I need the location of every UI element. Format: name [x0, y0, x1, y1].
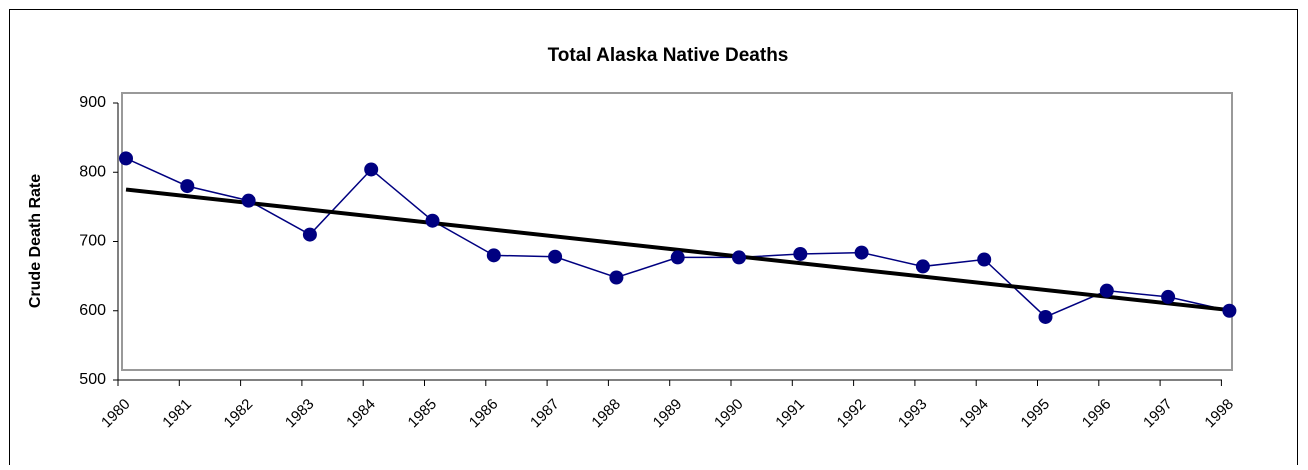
data-point: [732, 250, 746, 265]
data-point: [977, 252, 992, 267]
x-tick-label: 1987: [527, 396, 563, 432]
x-tick-label: 1981: [159, 396, 195, 432]
trend-line: [125, 187, 1230, 313]
y-tick-label: 800: [79, 163, 106, 180]
data-point: [302, 227, 317, 242]
data-point: [1038, 309, 1053, 324]
x-tick-label: 1988: [588, 396, 624, 432]
x-tick-label: 1998: [1201, 396, 1237, 432]
data-point: [119, 151, 133, 166]
x-tick-label: 1989: [650, 396, 686, 432]
data-point: [1161, 289, 1176, 304]
y-tick-label: 500: [79, 371, 106, 388]
x-tick-label: 1980: [98, 396, 134, 432]
data-point: [670, 250, 685, 265]
data-point: [241, 193, 256, 208]
x-tick-label: 1983: [282, 396, 318, 432]
x-tick-label: 1997: [1140, 396, 1176, 432]
x-tick-label: 1990: [711, 396, 747, 432]
x-tick-label: 1984: [343, 396, 379, 432]
data-point: [609, 270, 624, 285]
data-point: [915, 259, 930, 274]
x-tick-label: 1995: [1018, 396, 1054, 432]
data-point: [548, 249, 563, 264]
data-point: [180, 179, 195, 194]
data-point: [854, 245, 869, 260]
y-axis-label: Crude Death Rate: [27, 174, 44, 308]
x-tick-label: 1992: [834, 396, 870, 432]
data-point: [1222, 303, 1237, 318]
x-tick-label: 1986: [466, 396, 502, 432]
plot-area: [121, 92, 1233, 371]
x-tick-label: 1985: [405, 396, 441, 432]
x-tick-label: 1982: [221, 396, 257, 432]
x-tick-label: 1991: [772, 396, 808, 432]
chart-border: [9, 9, 1298, 470]
y-tick-label: 600: [79, 302, 106, 319]
data-point: [486, 248, 501, 263]
data-point: [425, 213, 440, 228]
x-tick-label: 1996: [1079, 396, 1115, 432]
data-point: [364, 162, 379, 177]
data-point: [793, 246, 808, 261]
y-tick-label: 900: [79, 94, 106, 111]
chart-title: Total Alaska Native Deaths: [548, 45, 789, 66]
x-tick-label: 1993: [895, 396, 931, 432]
y-tick-label: 700: [79, 233, 106, 250]
data-point: [1099, 283, 1114, 298]
x-tick-label: 1994: [956, 396, 992, 432]
